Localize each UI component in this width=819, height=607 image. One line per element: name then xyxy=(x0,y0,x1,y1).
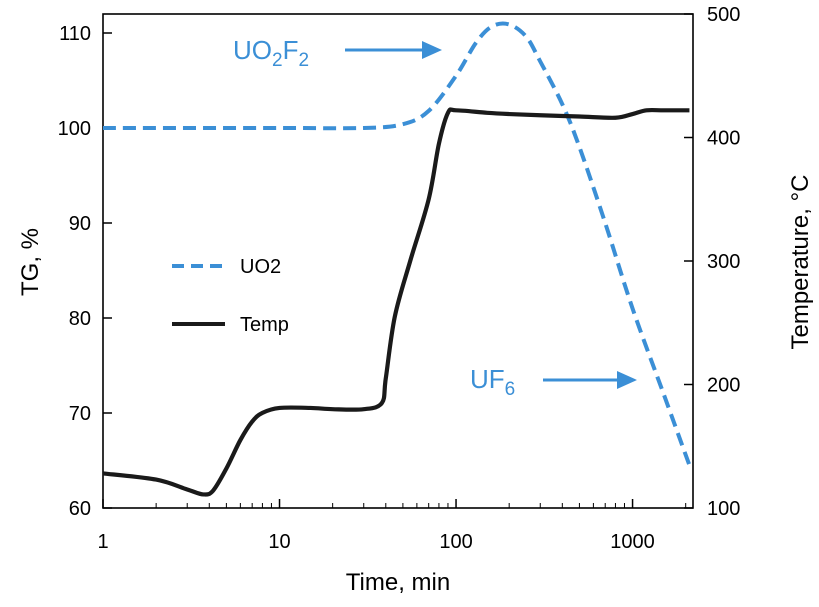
y-left-tick-label: 90 xyxy=(69,213,91,235)
x-tick-label: 100 xyxy=(439,531,472,553)
y-left-tick-label: 70 xyxy=(69,403,91,425)
y-right-axis-title: Temperature, °C xyxy=(787,175,814,350)
annotation-uo2f2-label: UO2F2 xyxy=(233,35,309,71)
series-line-temp xyxy=(102,107,690,497)
x-tick-label: 10 xyxy=(268,531,290,553)
legend-label-temp: Temp xyxy=(240,314,289,336)
legend-label-uo2: UO2 xyxy=(240,256,281,278)
annotation-uo2f2-arrow-head xyxy=(422,41,442,59)
x-axis-title: Time, min xyxy=(346,569,450,596)
annotation-uf6-arrow-head xyxy=(617,371,637,389)
x-tick-label: 1 xyxy=(97,531,108,553)
y-right-tick-label: 300 xyxy=(707,251,740,273)
y-right-tick-label: 100 xyxy=(707,498,740,520)
y-right-tick-label: 500 xyxy=(707,4,740,26)
annotation-uo2f2: UO2F2 xyxy=(233,35,442,71)
y-right-tick-label: 200 xyxy=(707,375,740,397)
y-right-tick-label: 400 xyxy=(707,128,740,150)
y-left-axis-title: TG, % xyxy=(17,228,44,296)
y-left-tick-label: 60 xyxy=(69,498,91,520)
plot-frame xyxy=(102,13,694,509)
series-layer xyxy=(102,21,692,497)
series-line-uo2 xyxy=(102,21,692,466)
y-left-tick-label: 100 xyxy=(58,118,91,140)
x-tick-label: 1000 xyxy=(610,531,655,553)
annotation-uf6-label: UF6 xyxy=(470,364,515,400)
y-left-tick-label: 110 xyxy=(59,23,91,45)
legend: UO2 Temp xyxy=(172,256,289,336)
y-left-tick-label: 80 xyxy=(69,308,91,330)
annotation-uf6: UF6 xyxy=(470,364,637,400)
